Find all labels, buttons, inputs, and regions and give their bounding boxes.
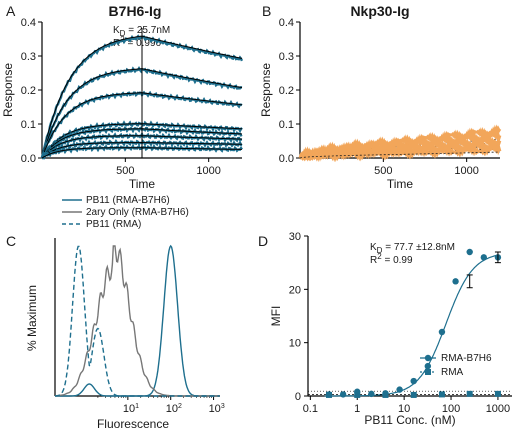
panel-c-xtick-label: 103: [209, 403, 225, 415]
panel-d-ytick-label: 0: [295, 391, 301, 403]
panel-a-kd: KD = 25.7nM: [113, 25, 170, 38]
panel-b-ytick-label: 0.4: [279, 17, 294, 29]
panel-a-ytick-label: 0.4: [21, 17, 36, 29]
panel-d-y-label: MFI: [269, 306, 283, 327]
panel-c-series-histogram: [55, 244, 220, 397]
panel-a-x-label: Time: [129, 177, 156, 191]
panel-a-letter: A: [6, 3, 16, 19]
panel-d-point-rma: [326, 391, 333, 398]
panel-d-ytick-label: 10: [289, 338, 301, 350]
panel-b-ytick-label: 0.1: [279, 119, 294, 131]
panel-c-legend: PB11 (RMA-B7H6) 2ary Only (RMA-B7H6) PB1…: [62, 195, 189, 230]
panel-c-xtick-label: 102: [166, 403, 182, 415]
panel-d-xtick-label: 0.1: [303, 403, 318, 415]
panel-a-ytick-label: 0.2: [21, 85, 36, 97]
panel-d-point-rma: [438, 391, 445, 398]
panel-a-ytick-label: 0.1: [21, 119, 36, 131]
panel-d-fit-curve: [324, 254, 498, 397]
panel-d-point-rma-b7h6: [466, 248, 473, 256]
panel-d-letter: D: [258, 233, 268, 249]
panel-d-r2: R2 = 0.99: [370, 252, 413, 266]
panel-c-x-label: Fluorescence: [97, 417, 169, 430]
panel-d-ytick-label: 20: [289, 284, 301, 296]
panel-b-x-label: Time: [387, 177, 414, 191]
panel-c-y-label: % Maximum: [25, 285, 39, 351]
panel-a-ytick-label: 0.0: [21, 153, 36, 165]
panel-d-point-rma: [466, 390, 473, 397]
panel-d-x-label: PB11 Conc. (nM): [364, 413, 455, 427]
legend-label-2ary: 2ary Only (RMA-B7H6): [86, 207, 189, 218]
panel-b-letter: B: [262, 3, 271, 19]
panel-d-point-rma-b7h6: [480, 254, 488, 261]
panel-d-point-rma: [382, 391, 389, 398]
panel-a-ytick-label: 0.3: [21, 51, 36, 63]
panel-a-xtick-label: 1000: [196, 165, 220, 177]
legend-marker-rma: [425, 369, 431, 375]
panel-d-xtick-label: 10: [398, 403, 410, 415]
legend-marker-rma-b7h6: [424, 354, 432, 362]
panel-b-series-fit: [299, 151, 500, 159]
panel-d-point-rma-b7h6: [339, 391, 347, 398]
panel-d-point-rma: [410, 391, 417, 398]
panel-c-letter: C: [6, 233, 16, 249]
legend-label-rma-b7h6: RMA-B7H6: [441, 353, 492, 364]
panel-b-ytick-label: 0.2: [279, 85, 294, 97]
panel-b: B Nkp30-Ig 0.00.10.20.30.4 500 1000 Time …: [259, 3, 502, 191]
panel-b-xtick-label: 1000: [454, 165, 478, 177]
panel-b-ytick-label: 0.3: [279, 51, 294, 63]
panel-d-point-rma-b7h6: [410, 377, 417, 385]
panel-d: D KD = 77.7 ±12.8nM R2 = 0.99 0 10 20 30 0.…: [258, 231, 512, 427]
panel-b-ytick-label: 0.0: [279, 153, 294, 165]
legend-label-rma: RMA: [441, 367, 464, 378]
panel-d-point-rma-b7h6: [438, 328, 446, 336]
panel-d-point-rma-b7h6: [424, 362, 432, 370]
panel-c-xtick-label: 101: [123, 403, 139, 415]
panel-d-point-rma-b7h6: [452, 278, 459, 285]
panel-d-legend: RMA-B7H6 RMA: [420, 353, 492, 378]
panel-b-y-label: Response: [259, 63, 273, 117]
panel-d-xtick-label: 1000: [486, 403, 510, 415]
panel-c-series-histogram: [54, 245, 220, 397]
panel-d-xtick-label: 1: [354, 403, 360, 415]
panel-a-title: B7H6-Ig: [109, 3, 162, 19]
panel-c-series-histogram: [55, 245, 220, 397]
panel-d-xtick-label: 100: [442, 403, 460, 415]
panel-d-point-rma: [494, 390, 501, 397]
panel-b-series-data: [298, 143, 502, 163]
panel-d-point-rma: [354, 391, 361, 398]
panel-a-y-label: Response: [1, 63, 15, 117]
panel-b-xtick-label: 500: [374, 165, 392, 177]
panel-c: C PB11 (RMA-B7H6) 2ary Only (RMA-B7H6) P…: [6, 195, 225, 430]
panel-a: A B7H6-Ig KD = 25.7nM R2 = 0.996 0.00.10…: [1, 3, 244, 191]
panel-d-kd: KD = 77.7 ±12.8nM: [370, 242, 455, 255]
panel-d-ytick-label: 30: [289, 231, 301, 243]
legend-label-pb11-b7h6: PB11 (RMA-B7H6): [86, 195, 170, 206]
panel-d-point-rma-b7h6: [396, 386, 403, 393]
panel-b-title: Nkp30-Ig: [350, 3, 409, 19]
legend-label-pb11-rma: PB11 (RMA): [86, 219, 141, 230]
panel-a-xtick-label: 500: [116, 165, 134, 177]
panel-d-point-rma-b7h6: [368, 390, 375, 398]
